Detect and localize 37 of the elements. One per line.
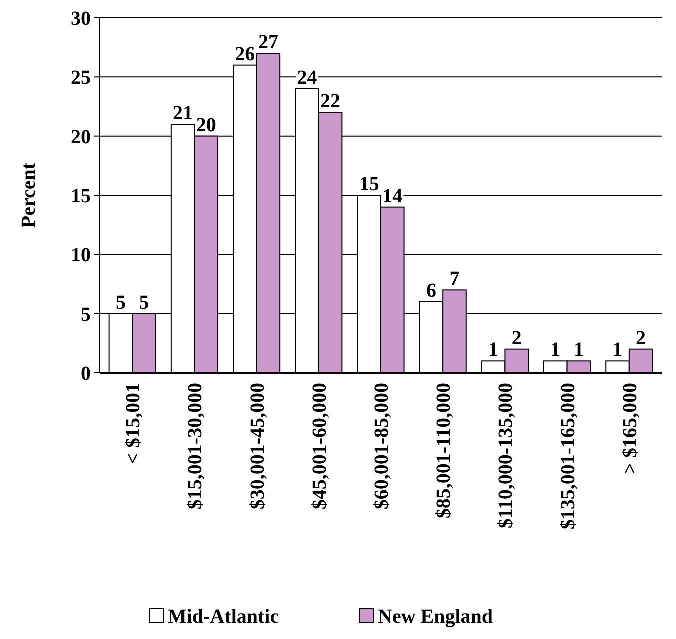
legend-label: Mid-Atlantic [168,606,280,628]
data-label: 20 [196,114,216,136]
data-label: 26 [235,43,256,66]
y-tick-label: 10 [71,244,91,267]
x-tick-label: $85,001-110,000 [433,383,456,519]
data-label: 24 [297,67,318,89]
y-tick-label: 0 [81,363,91,385]
data-label: 27 [258,32,278,54]
data-label: 1 [488,339,499,362]
x-tick-label: < $15,001 [122,383,145,464]
data-label: 7 [450,268,460,290]
x-tick-label: $45,001-60,000 [308,383,331,510]
data-label: 22 [320,90,341,113]
data-label: 15 [359,174,380,196]
data-label: 2 [636,327,646,350]
data-label: 6 [426,280,436,302]
data-label: 5 [116,292,126,314]
y-tick-label: 5 [81,304,91,326]
legend-label: New England [378,606,494,628]
data-label: 1 [550,339,561,362]
data-label: 5 [139,292,150,314]
y-axis-title: Percent [18,162,40,228]
x-tick-label: $60,001-85,000 [371,383,393,510]
x-tick-label: > $165,000 [619,383,642,474]
y-tick-label: 15 [71,186,91,208]
data-label: 2 [512,327,522,350]
data-label: 1 [612,339,623,362]
y-tick-label: 20 [71,126,91,148]
data-label: 21 [173,102,194,124]
data-label: 1 [574,339,584,362]
x-tick-label: $110,000-135,000 [495,383,518,529]
x-tick-label: $135,001-165,000 [557,383,580,530]
y-tick-label: 25 [71,67,91,90]
x-tick-label: $15,001-30,000 [184,383,207,510]
data-label: 14 [382,185,403,208]
y-tick-label: 30 [71,8,91,30]
x-tick-label: $30,001-45,000 [246,383,269,510]
